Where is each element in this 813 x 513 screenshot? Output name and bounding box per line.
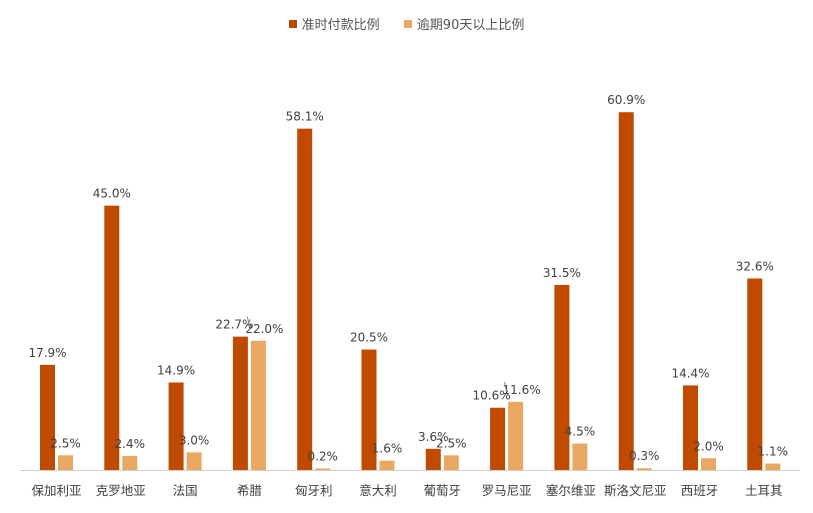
bar-overdue-7 [508, 401, 524, 470]
bar-on-time-1 [104, 205, 120, 470]
bar-on-time-0 [40, 364, 55, 470]
bar-overdue-5 [379, 460, 395, 470]
data-label-on-time-8: 31.5% [543, 266, 581, 280]
x-tick-label-9: 斯洛文尼亚 [604, 483, 667, 498]
bar-on-time-10 [683, 385, 698, 470]
bar-on-time-4 [297, 128, 313, 470]
data-label-overdue-5: 1.6% [372, 442, 403, 456]
bar-overdue-0 [58, 455, 73, 470]
data-label-on-time-4: 58.1% [286, 110, 324, 124]
bar-overdue-10 [701, 458, 716, 470]
x-tick-label-8: 塞尔维亚 [546, 483, 596, 498]
legend-label-on-time: 准时付款比例 [301, 18, 380, 33]
data-label-on-time-3: 22.7% [215, 318, 253, 332]
x-tick-label-10: 西班牙 [681, 483, 719, 498]
bar-overdue-6 [443, 455, 459, 470]
data-label-on-time-2: 14.9% [157, 363, 195, 377]
data-label-overdue-11: 1.1% [758, 445, 789, 459]
x-tick-label-3: 希腊 [237, 483, 263, 498]
data-label-on-time-11: 32.6% [736, 259, 774, 273]
legend-item-overdue: 逾期90天以上比例 [403, 14, 525, 33]
label-leader-line-3 [246, 316, 250, 327]
x-tick-label-7: 罗马尼亚 [482, 483, 532, 498]
data-label-overdue-10: 2.0% [693, 439, 724, 453]
x-tick-label-1: 克罗地亚 [96, 483, 146, 498]
data-label-overdue-4: 0.2% [307, 450, 338, 464]
bar-overdue-4 [315, 468, 331, 470]
data-label-overdue-8: 4.5% [565, 425, 596, 439]
x-tick-label-0: 保加利亚 [31, 483, 81, 498]
data-label-overdue-7: 11.6% [503, 383, 541, 397]
data-label-on-time-7: 10.6% [473, 389, 511, 403]
x-tick-label-2: 法国 [173, 483, 198, 498]
bar-overdue-9 [636, 468, 652, 470]
x-tick-label-6: 葡萄牙 [424, 483, 462, 498]
bar-on-time-6 [425, 448, 441, 470]
bar-on-time-8 [554, 284, 570, 470]
bar-on-time-9 [618, 112, 634, 471]
legend-label-overdue: 逾期90天以上比例 [416, 18, 525, 33]
data-label-on-time-0: 17.9% [28, 346, 66, 360]
legend-item-on-time: 准时付款比例 [288, 14, 380, 33]
x-tick-label-5: 意大利 [359, 483, 397, 498]
x-tick-label-4: 匈牙利 [295, 483, 333, 498]
legend-swatch-overdue [403, 19, 412, 28]
bar-on-time-11 [747, 278, 763, 470]
bar-overdue-11 [765, 463, 781, 470]
data-label-on-time-6: 3.6% [418, 430, 449, 444]
label-leader-line-7 [504, 381, 508, 392]
data-label-overdue-0: 2.5% [50, 436, 81, 450]
bar-on-time-7 [490, 407, 506, 470]
legend: 准时付款比例 逾期90天以上比例 [0, 14, 813, 33]
bar-overdue-8 [572, 443, 588, 470]
data-label-on-time-1: 45.0% [93, 187, 131, 201]
bar-on-time-5 [361, 349, 377, 470]
bar-overdue-1 [122, 455, 138, 470]
data-label-on-time-10: 14.4% [671, 366, 709, 380]
data-label-on-time-9: 60.9% [607, 93, 645, 107]
bar-on-time-2 [168, 382, 184, 470]
data-label-overdue-1: 2.4% [115, 437, 146, 451]
bar-overdue-2 [186, 452, 202, 470]
legend-swatch-on-time [288, 19, 297, 28]
data-label-overdue-2: 3.0% [179, 433, 210, 447]
bar-overdue-3 [250, 340, 266, 470]
bar-on-time-3 [232, 336, 248, 470]
data-label-overdue-6: 2.5% [436, 436, 467, 450]
x-tick-label-11: 土耳其 [745, 483, 783, 498]
data-label-overdue-9: 0.3% [629, 449, 660, 463]
data-label-on-time-5: 20.5% [350, 331, 388, 345]
data-label-overdue-3: 22.0% [245, 322, 283, 336]
